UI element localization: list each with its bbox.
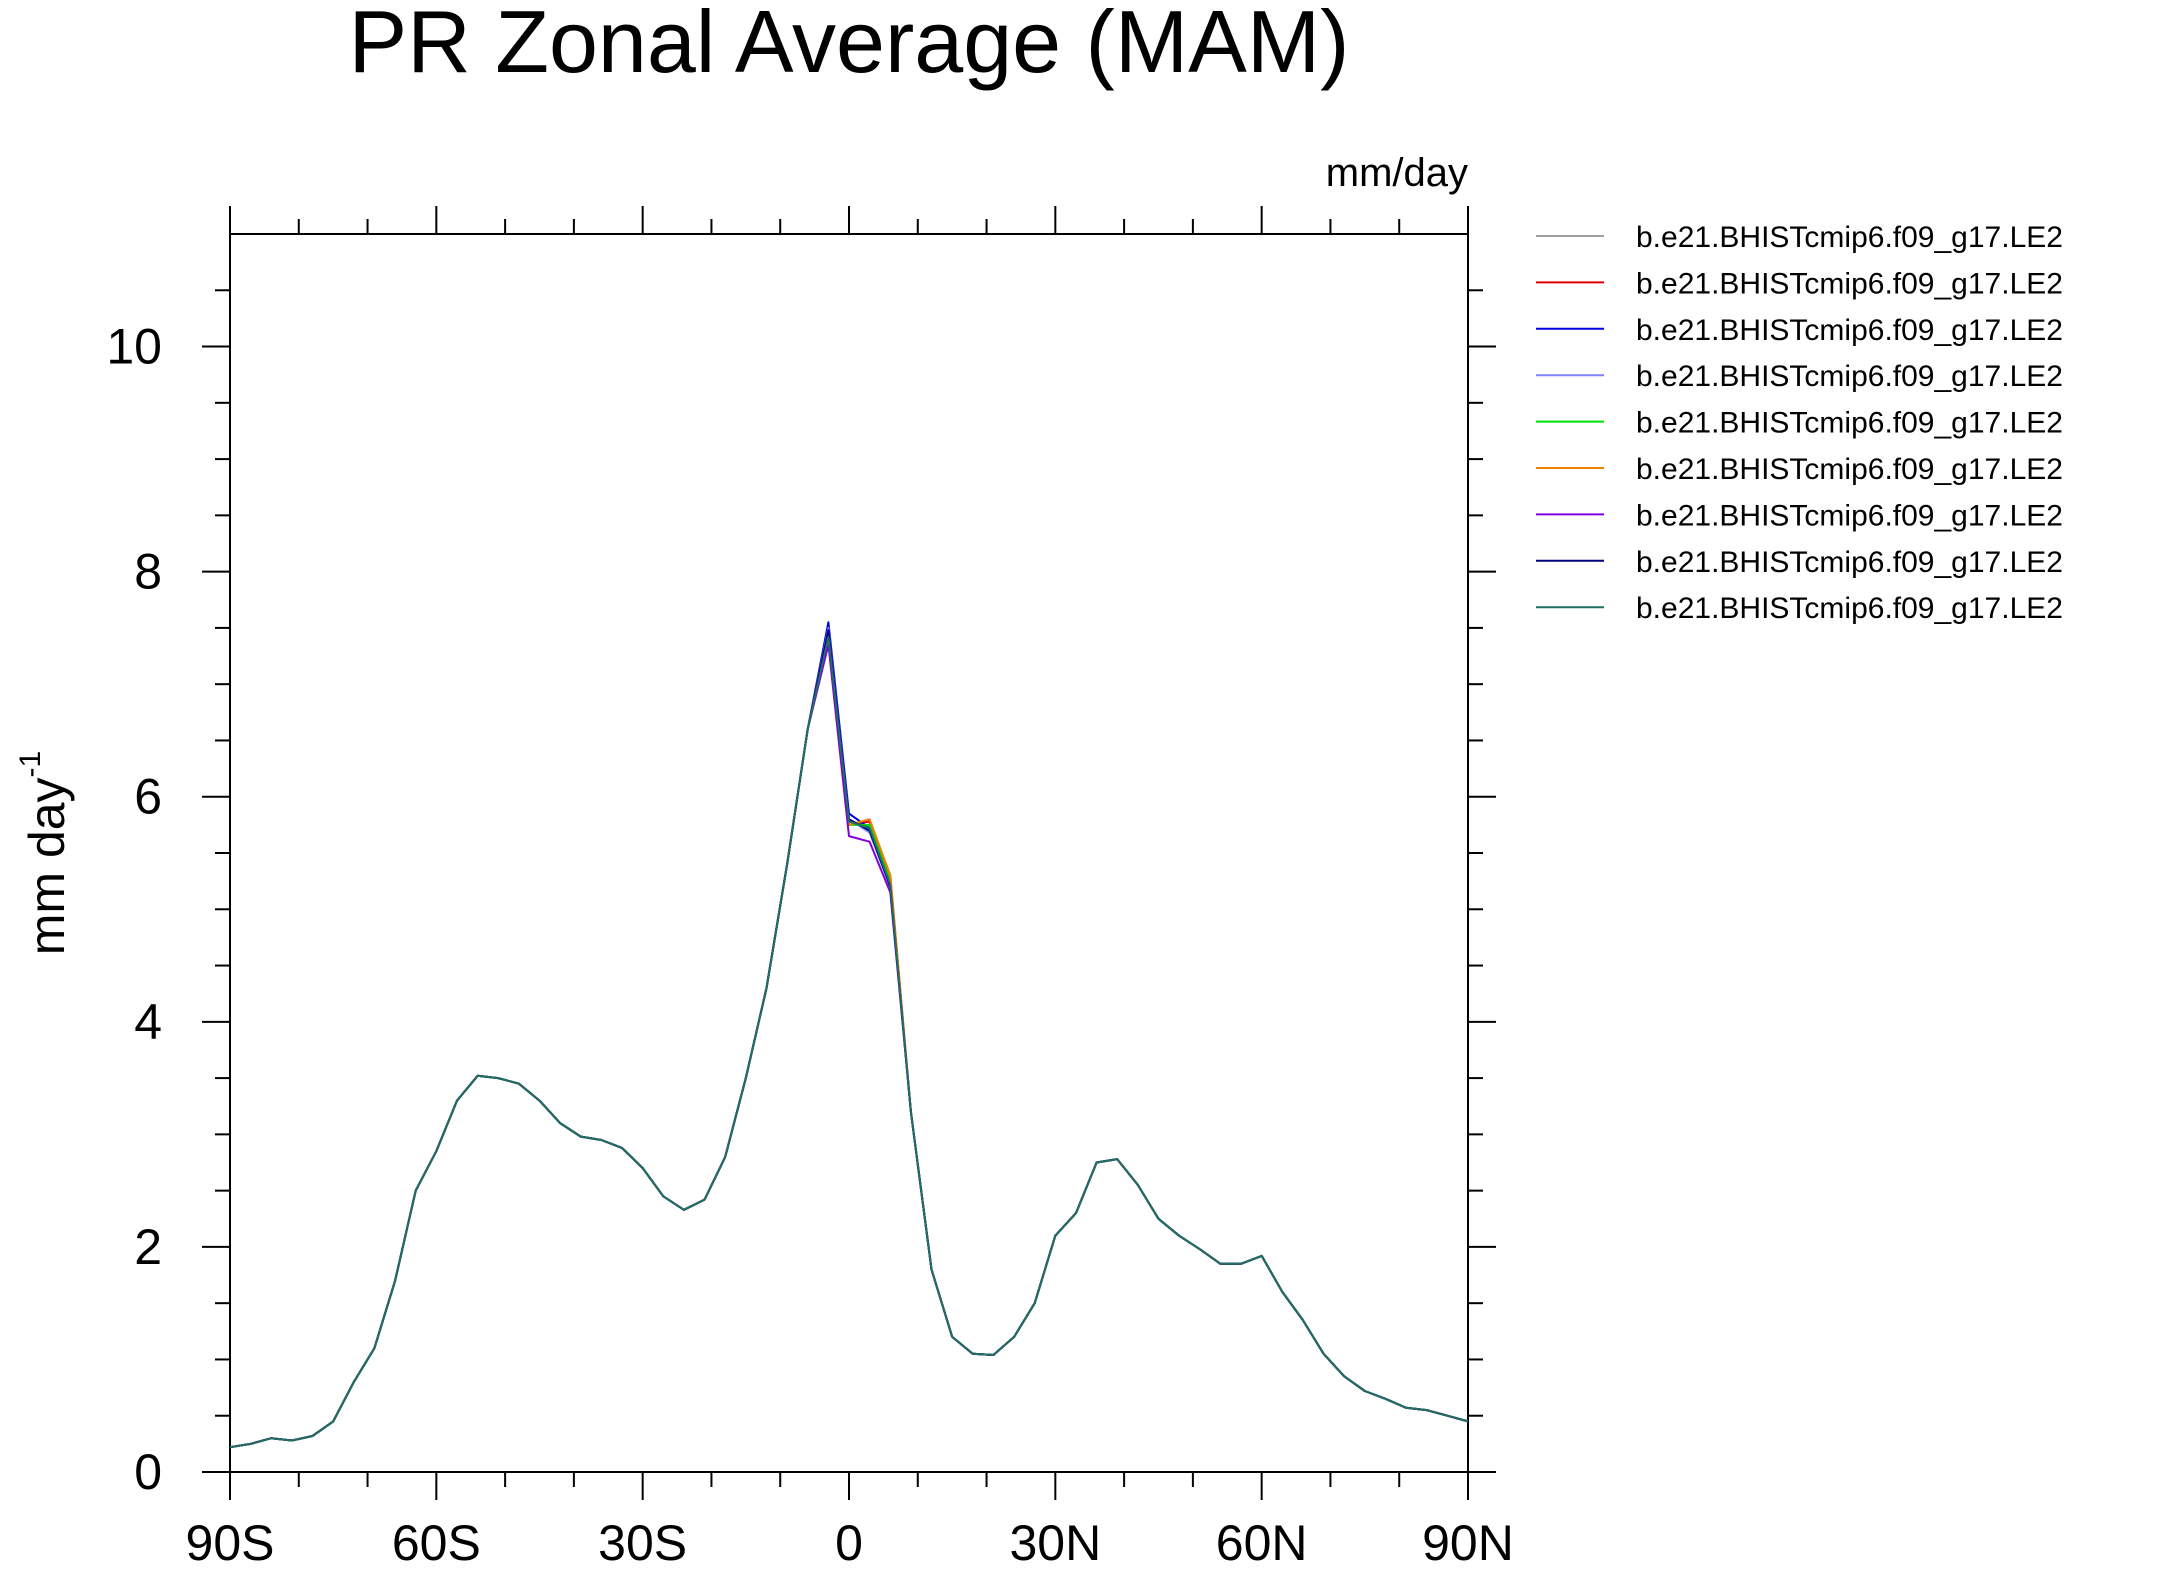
- x-tick-label: 0: [835, 1515, 863, 1571]
- x-tick-label: 60N: [1216, 1515, 1308, 1571]
- legend-label: b.e21.BHISTcmip6.f09_g17.LE2: [1636, 267, 2063, 300]
- legend-label: b.e21.BHISTcmip6.f09_g17.LE2: [1636, 407, 2063, 440]
- legend-label: b.e21.BHISTcmip6.f09_g17.LE2: [1636, 592, 2063, 625]
- legend-label: b.e21.BHISTcmip6.f09_g17.LE2: [1636, 360, 2063, 393]
- series-line: [229, 643, 1469, 1449]
- series-line: [229, 621, 1469, 1449]
- series-line: [229, 635, 1469, 1449]
- series-line: [229, 640, 1469, 1449]
- y-tick-label: 0: [134, 1444, 162, 1500]
- y-tick-label: 8: [134, 544, 162, 600]
- x-tick-label: 90N: [1422, 1515, 1514, 1571]
- series-line: [229, 626, 1469, 1449]
- series-line: [229, 632, 1469, 1449]
- legend-label: b.e21.BHISTcmip6.f09_g17.LE2: [1636, 499, 2063, 532]
- legend-label: b.e21.BHISTcmip6.f09_g17.LE2: [1636, 221, 2063, 254]
- series-line: [229, 638, 1469, 1449]
- y-tick-label: 2: [134, 1219, 162, 1275]
- plot-frame: [229, 233, 1469, 1473]
- legend-label: b.e21.BHISTcmip6.f09_g17.LE2: [1636, 314, 2063, 347]
- legend-label: b.e21.BHISTcmip6.f09_g17.LE2: [1636, 453, 2063, 486]
- x-tick-label: 30N: [1009, 1515, 1101, 1571]
- y-axis-label-text: mm day: [19, 777, 75, 955]
- x-tick-label: 30S: [598, 1515, 687, 1571]
- y-tick-label: 6: [134, 769, 162, 825]
- x-tick-label: 60S: [392, 1515, 481, 1571]
- units-label: mm/day: [1326, 151, 1468, 195]
- x-tick-label: 90S: [186, 1515, 275, 1571]
- y-tick-label: 10: [106, 319, 162, 375]
- series-line: [229, 638, 1469, 1449]
- y-tick-label: 4: [134, 994, 162, 1050]
- legend-label: b.e21.BHISTcmip6.f09_g17.LE2: [1636, 546, 2063, 579]
- y-axis-label-sup: -1: [14, 751, 47, 778]
- y-axis-label: mm day-1: [14, 751, 75, 956]
- series-line: [229, 629, 1469, 1449]
- chart-title: PR Zonal Average (MAM): [349, 0, 1350, 91]
